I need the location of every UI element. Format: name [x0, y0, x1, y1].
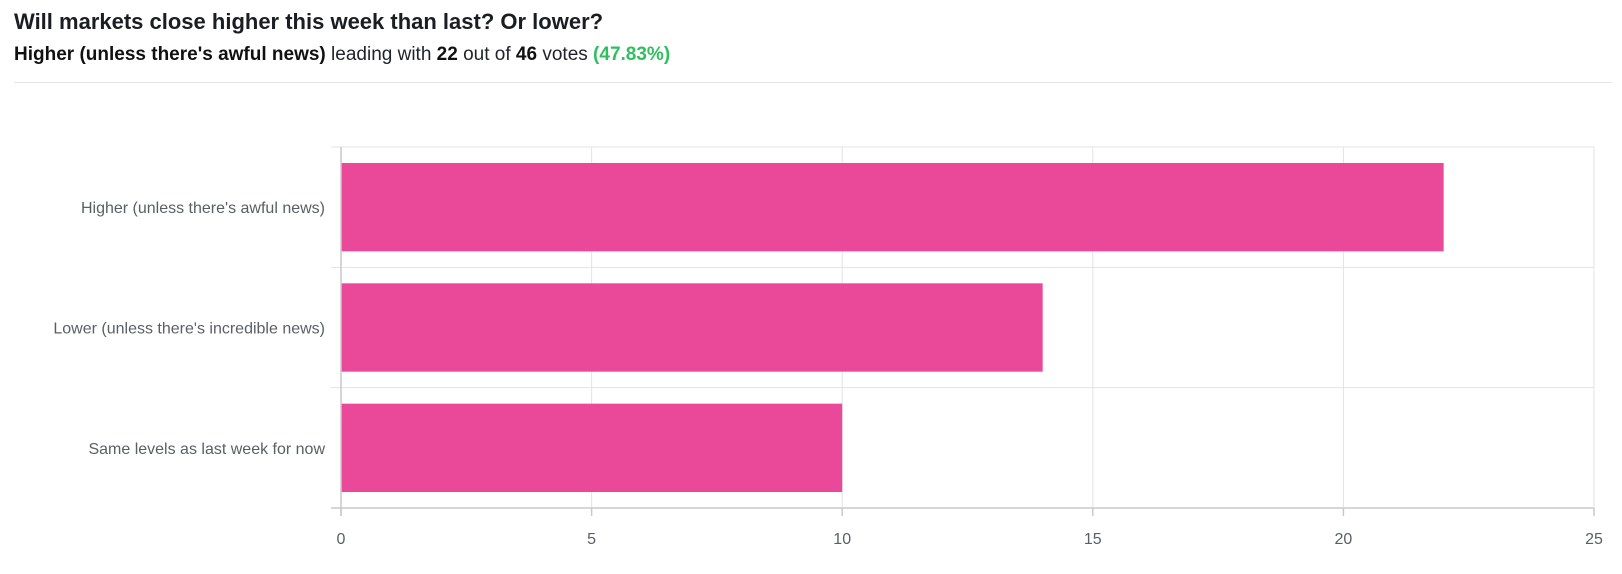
category-label: Higher (unless there's awful news) — [81, 200, 325, 217]
x-tick-label: 25 — [1585, 531, 1603, 548]
bar — [341, 283, 1043, 372]
header-divider — [14, 82, 1612, 83]
poll-summary: Higher (unless there's awful news) leadi… — [14, 42, 1622, 68]
poll-header: Will markets close higher this week than… — [14, 6, 1622, 68]
leading-with-text: leading with — [331, 44, 432, 65]
leader-percentage: (47.83%) — [593, 44, 671, 65]
x-tick-label: 20 — [1335, 531, 1353, 548]
category-label: Lower (unless there's incredible news) — [53, 321, 325, 338]
bar — [341, 403, 843, 492]
category-label: Same levels as last week for now — [88, 441, 325, 458]
total-vote-count: 46 — [515, 44, 538, 65]
leader-option: Higher (unless there's awful news) — [14, 44, 326, 65]
x-tick-label: 5 — [587, 531, 596, 548]
x-tick-label: 0 — [337, 531, 346, 548]
out-of-text: out of — [463, 44, 511, 65]
leader-vote-count: 22 — [436, 44, 458, 65]
x-tick-label: 15 — [1084, 531, 1102, 548]
bar — [341, 163, 1444, 252]
poll-title: Will markets close higher this week than… — [14, 9, 604, 34]
votes-text: votes — [542, 44, 588, 65]
x-tick-label: 10 — [833, 531, 851, 548]
